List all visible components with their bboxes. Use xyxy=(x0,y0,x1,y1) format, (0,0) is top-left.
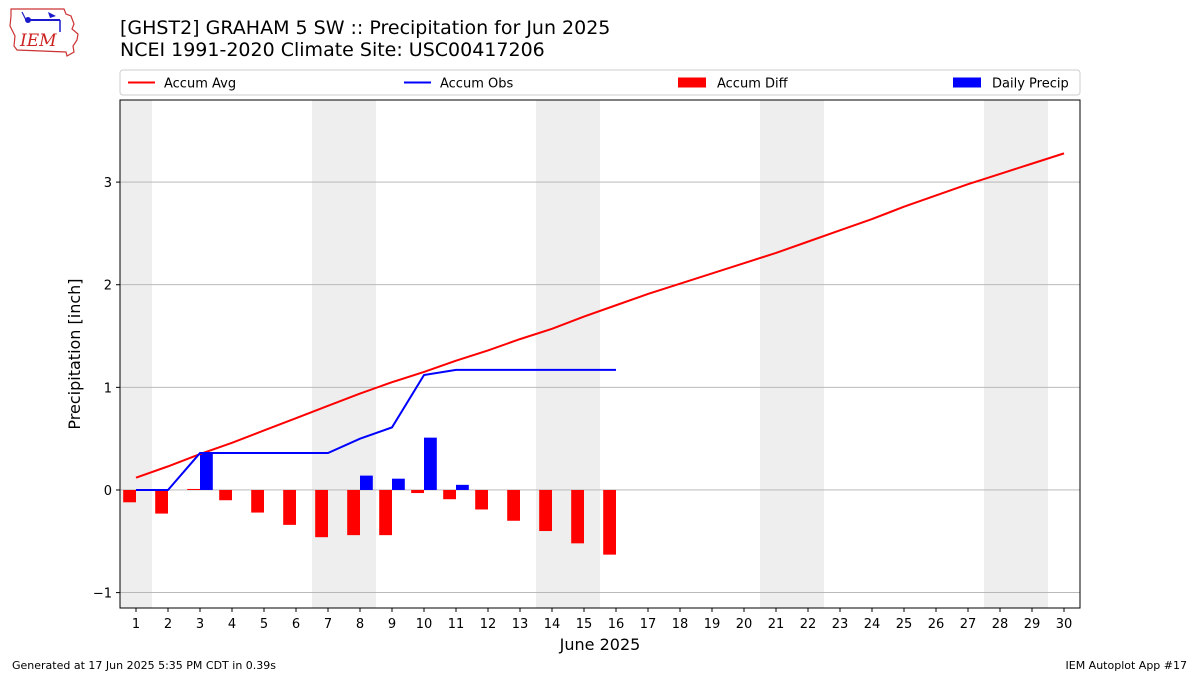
gridlines xyxy=(120,181,1080,594)
legend-daily-swatch xyxy=(953,77,981,88)
x-tick-label: 29 xyxy=(1024,617,1041,632)
chart-subtitle: NCEI 1991-2020 Climate Site: USC00417206 xyxy=(120,39,545,61)
weekend-shading xyxy=(120,100,1048,608)
weekend-band xyxy=(760,100,792,608)
legend-diff-swatch xyxy=(678,77,706,88)
x-tick-label: 24 xyxy=(864,617,881,632)
x-tick-label: 17 xyxy=(640,617,657,632)
accum-diff-bar xyxy=(539,489,552,532)
y-tick-label: 1 xyxy=(104,381,112,396)
legend-box xyxy=(119,69,1081,96)
weekend-band xyxy=(536,100,568,608)
x-tick-label: 26 xyxy=(928,617,945,632)
x-tick-label: 6 xyxy=(292,617,300,632)
weekend-band xyxy=(1016,100,1048,608)
x-axis-label: June 2025 xyxy=(559,635,641,654)
x-tick-label: 19 xyxy=(704,617,721,632)
x-tick-label: 23 xyxy=(832,617,849,632)
x-tick-label: 14 xyxy=(544,617,561,632)
generated-timestamp: Generated at 17 Jun 2025 5:35 PM CDT in … xyxy=(12,659,277,672)
logo-text: IEM xyxy=(19,31,57,51)
x-tick-label: 3 xyxy=(196,617,204,632)
accum-diff-bar xyxy=(123,489,136,503)
plot-frame xyxy=(119,99,1081,609)
accum-diff-bar xyxy=(283,489,296,525)
x-tick-label: 9 xyxy=(388,617,396,632)
x-tick-label: 27 xyxy=(960,617,977,632)
accum-diff-bar xyxy=(187,488,200,490)
lines xyxy=(135,152,1065,491)
x-tick-label: 11 xyxy=(448,617,465,632)
x-tick-label: 28 xyxy=(992,617,1009,632)
x-tick-label: 15 xyxy=(576,617,593,632)
accum-diff-bar xyxy=(571,489,584,544)
x-tick-label: 7 xyxy=(324,617,332,632)
x-tick-label: 13 xyxy=(512,617,529,632)
accum-diff-bar xyxy=(411,489,424,494)
legend-label: Daily Precip xyxy=(992,77,1069,92)
x-tick-label: 8 xyxy=(356,617,364,632)
x-tick-label: 18 xyxy=(672,617,689,632)
weekend-band xyxy=(312,100,344,608)
x-tick-label: 25 xyxy=(896,617,913,632)
accum-obs-line xyxy=(136,368,616,491)
y-tick-label: 3 xyxy=(104,176,112,191)
x-tick-label: 16 xyxy=(608,617,625,632)
accum-diff-bar xyxy=(155,489,168,514)
weekend-band xyxy=(568,100,600,608)
x-tick-label: 1 xyxy=(132,617,140,632)
daily-precip-bar xyxy=(424,437,437,490)
y-tick-label: −1 xyxy=(93,587,112,602)
weekend-band xyxy=(792,100,824,608)
x-tick-label: 12 xyxy=(480,617,497,632)
weekend-band xyxy=(344,100,376,608)
chart-title: [GHST2] GRAHAM 5 SW :: Precipitation for… xyxy=(120,17,611,39)
x-tick-label: 20 xyxy=(736,617,753,632)
legend-label: Accum Diff xyxy=(717,77,789,92)
daily-precip-bar xyxy=(392,478,405,490)
weekend-band xyxy=(120,100,152,608)
daily-precip-bar xyxy=(360,475,373,490)
x-tick-label: 21 xyxy=(768,617,785,632)
y-axis-label: Precipitation [inch] xyxy=(65,278,84,429)
y-tick-label: 2 xyxy=(104,279,112,294)
bars xyxy=(123,437,616,555)
accum-diff-bar xyxy=(379,489,392,536)
accum-diff-bar xyxy=(475,489,488,510)
y-tick-label: 0 xyxy=(104,484,112,499)
daily-precip-bar xyxy=(456,484,469,490)
daily-precip-bar xyxy=(200,453,213,490)
app-label: IEM Autoplot App #17 xyxy=(1065,659,1188,672)
x-tick-label: 22 xyxy=(800,617,817,632)
x-tick-label: 10 xyxy=(416,617,433,632)
accum-diff-bar xyxy=(251,489,264,513)
weekend-band xyxy=(984,100,1016,608)
x-tick-label: 4 xyxy=(228,617,236,632)
accum-diff-bar xyxy=(219,489,232,501)
iem-logo: IEM xyxy=(9,8,79,57)
legend-label: Accum Avg xyxy=(164,77,236,92)
accum-diff-bar xyxy=(315,489,328,538)
accum-avg-line xyxy=(135,152,1065,479)
x-tick-label: 5 xyxy=(260,617,268,632)
x-tick-label: 2 xyxy=(164,617,172,632)
accum-diff-bar xyxy=(507,489,520,521)
accum-diff-bar xyxy=(603,489,616,555)
legend-label: Accum Obs xyxy=(440,77,513,92)
x-tick-label: 30 xyxy=(1056,617,1073,632)
accum-diff-bar xyxy=(443,489,456,500)
legend: Accum Avg Accum Obs Accum Diff Daily Precip xyxy=(119,69,1081,96)
accum-diff-bar xyxy=(347,489,360,536)
